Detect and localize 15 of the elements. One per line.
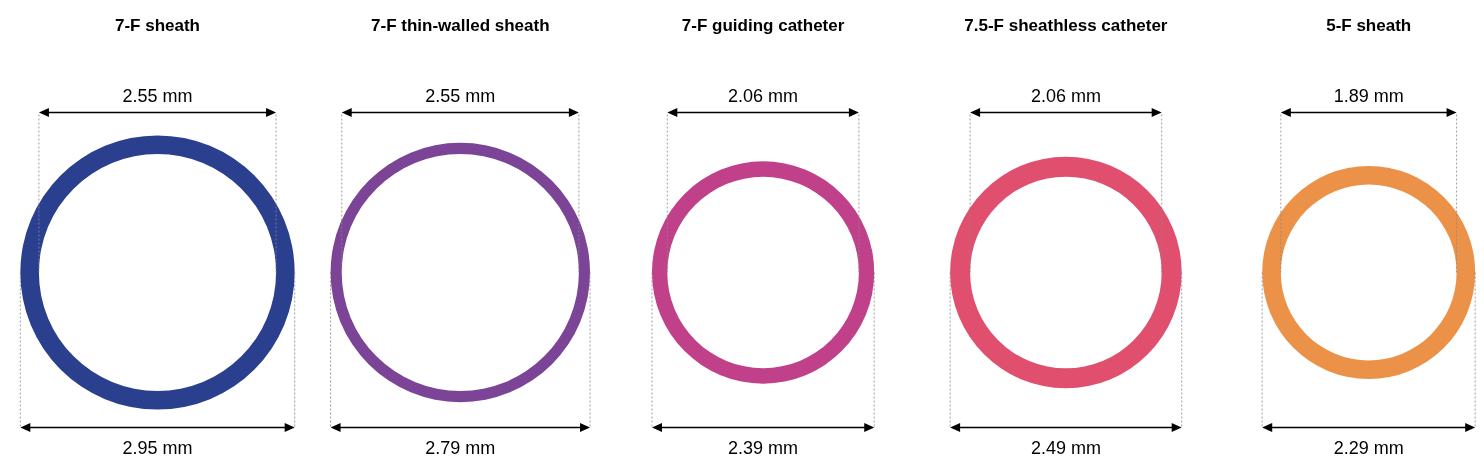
category-label: 7.5-F sheathless catheter	[964, 16, 1168, 35]
data-label: 2.55 mm	[122, 85, 193, 106]
data-label: 2.39 mm	[728, 437, 799, 458]
category-label: 7-F sheath	[114, 16, 201, 35]
category-label: 7-F guiding catheter	[681, 16, 845, 35]
data-label: 2.55 mm	[425, 85, 496, 106]
category-label: 5-F sheath	[1326, 16, 1412, 35]
data-label: 2.79 mm	[425, 437, 496, 458]
data-label: 2.06 mm	[728, 85, 799, 106]
category-label: 7-F thin-walled sheath	[371, 16, 550, 35]
data-label: 2.49 mm	[1030, 437, 1101, 458]
data-label: 1.89 mm	[1333, 85, 1404, 106]
data-label: 2.29 mm	[1333, 437, 1404, 458]
data-label: 2.95 mm	[122, 437, 193, 458]
data-label: 2.06 mm	[1030, 85, 1101, 106]
